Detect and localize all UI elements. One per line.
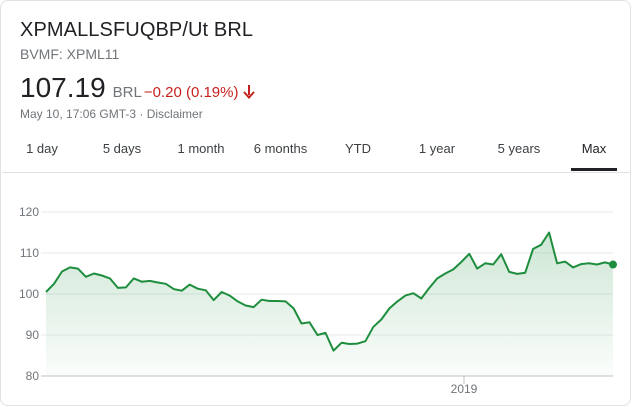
y-tick-label: 80 xyxy=(26,369,40,383)
price-series-line xyxy=(45,231,614,352)
y-tick-label: 110 xyxy=(20,246,39,260)
x-tick-label: 2019 xyxy=(451,382,478,396)
tab-5-years[interactable]: 5 years xyxy=(497,141,541,156)
tab-1-month[interactable]: 1 month xyxy=(177,141,225,156)
arrow-down-icon xyxy=(243,85,256,99)
price-currency: BRL xyxy=(112,84,142,101)
tab-5-days[interactable]: 5 days xyxy=(102,141,142,156)
price-change: −0.20 (0.19%) xyxy=(143,84,239,101)
y-tick-label: 120 xyxy=(19,205,39,219)
y-tick-label: 90 xyxy=(26,328,40,342)
y-tick-label: 100 xyxy=(19,287,39,301)
tab-max[interactable]: Max xyxy=(571,135,617,171)
tab-1-day[interactable]: 1 day xyxy=(26,141,58,156)
quote-timestamp[interactable]: May 10, 17:06 GMT-3 · Disclaimer xyxy=(20,107,203,121)
price-row: 107.19 BRL −0.20 (0.19%) xyxy=(20,72,256,104)
tab-6-months[interactable]: 6 months xyxy=(253,141,308,156)
security-title: XPMALLSFUQBP/Ut BRL xyxy=(20,19,254,41)
tab-1-year[interactable]: 1 year xyxy=(418,141,456,156)
tab-ytd[interactable]: YTD xyxy=(345,141,371,156)
tabs-divider xyxy=(2,172,631,173)
range-tabs: 1 day 5 days 1 month 6 months YTD 1 year… xyxy=(7,135,625,173)
latest-price-point xyxy=(609,260,617,269)
current-price: 107.19 xyxy=(20,72,106,103)
price-area-fill xyxy=(46,232,613,376)
exchange-ticker: BVMF: XPML11 xyxy=(20,46,120,62)
price-chart[interactable]: 120 110 100 90 80 2019 xyxy=(1,173,632,407)
